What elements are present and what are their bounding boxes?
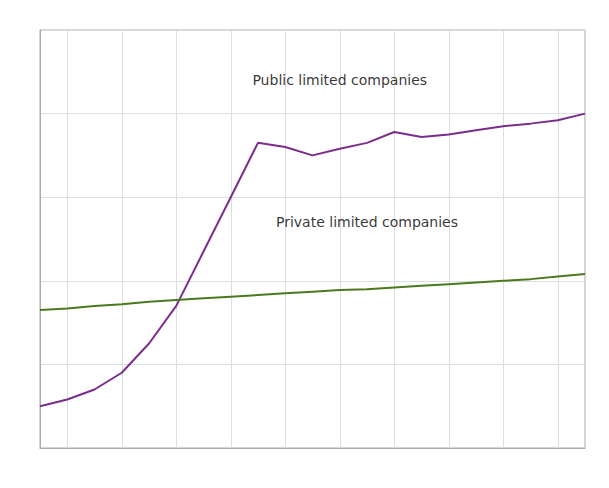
svg-text:Private limited companies: Private limited companies	[276, 214, 458, 230]
svg-text:Public limited companies: Public limited companies	[252, 72, 427, 88]
